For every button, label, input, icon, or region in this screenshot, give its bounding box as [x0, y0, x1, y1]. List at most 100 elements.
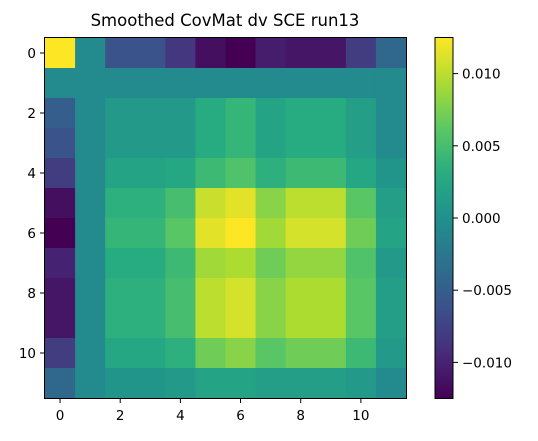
- heatmap-cell: [346, 158, 376, 188]
- heatmap-cell: [256, 308, 286, 338]
- heatmap-cell: [105, 158, 135, 188]
- heatmap-cell: [256, 128, 286, 158]
- heatmap-cell: [165, 278, 195, 308]
- heatmap-cell: [105, 188, 135, 218]
- heatmap-cell: [286, 248, 316, 278]
- heatmap-cell: [376, 158, 406, 188]
- heatmap-cell: [256, 218, 286, 248]
- y-tick-label: 6: [27, 226, 36, 242]
- heatmap-cell: [316, 368, 346, 398]
- heatmap-cell: [165, 128, 195, 158]
- heatmap-cell: [105, 128, 135, 158]
- colorbar-tick-label: 0.005: [462, 139, 501, 155]
- heatmap-cell: [316, 338, 346, 368]
- heatmap-cell: [45, 368, 75, 398]
- heatmap-cell: [376, 308, 406, 338]
- y-tick-label: 4: [27, 166, 36, 182]
- heatmap-cell: [256, 158, 286, 188]
- heatmap-cell: [226, 248, 256, 278]
- heatmap-cell: [316, 308, 346, 338]
- heatmap-cell: [346, 128, 376, 158]
- heatmap-cell: [135, 248, 165, 278]
- heatmap-cell: [45, 188, 75, 218]
- y-tick-label: 2: [27, 106, 36, 122]
- heatmap-cell: [316, 188, 346, 218]
- heatmap-cell: [286, 338, 316, 368]
- heatmap-cell: [45, 68, 75, 98]
- y-tick-label: 0: [27, 46, 36, 62]
- heatmap-cell: [256, 98, 286, 128]
- heatmap-cell: [226, 368, 256, 398]
- heatmap-cell: [45, 248, 75, 278]
- heatmap-cell: [165, 368, 195, 398]
- colorbar: [435, 38, 453, 399]
- heatmap-cell: [195, 98, 225, 128]
- heatmap-cell: [316, 38, 346, 68]
- heatmap-cell: [346, 248, 376, 278]
- x-tick-label: 4: [176, 408, 185, 424]
- heatmap-cell: [256, 338, 286, 368]
- heatmap-cell: [105, 38, 135, 68]
- heatmap-cell: [286, 308, 316, 338]
- heatmap-cell: [195, 38, 225, 68]
- heatmap-cell: [75, 98, 105, 128]
- heatmap-cell: [75, 338, 105, 368]
- y-tick-label: 10: [19, 346, 36, 362]
- heatmap-cell: [256, 68, 286, 98]
- heatmap-cell: [316, 98, 346, 128]
- heatmap-cell: [316, 68, 346, 98]
- heatmap-cell: [226, 98, 256, 128]
- heatmap-cell: [105, 278, 135, 308]
- heatmap-cell: [226, 338, 256, 368]
- heatmap-cell: [316, 128, 346, 158]
- colorbar-tick-label: 0.010: [462, 67, 501, 83]
- heatmap-cell: [75, 188, 105, 218]
- heatmap-cell: [45, 338, 75, 368]
- heatmap-cell: [256, 248, 286, 278]
- heatmap-cell: [376, 98, 406, 128]
- heatmap-cell: [346, 38, 376, 68]
- y-tick-label: 8: [27, 286, 36, 302]
- colorbar-tick-label: 0.000: [462, 211, 501, 227]
- heatmap-cell: [226, 308, 256, 338]
- colorbar-tick-label: −0.010: [462, 355, 512, 371]
- heatmap-cell: [75, 68, 105, 98]
- heatmap-cell: [376, 248, 406, 278]
- x-tick-label: 8: [296, 408, 305, 424]
- heatmap-cell: [195, 128, 225, 158]
- heatmap-cell: [195, 188, 225, 218]
- heatmap-cell: [105, 308, 135, 338]
- heatmap-cell: [376, 128, 406, 158]
- heatmap-cell: [346, 338, 376, 368]
- heatmap-cell: [75, 158, 105, 188]
- heatmap-cell: [256, 368, 286, 398]
- heatmap-cell: [346, 218, 376, 248]
- heatmap-cell: [256, 278, 286, 308]
- y-axis: 0 2 4 6 8 10: [19, 46, 45, 362]
- heatmap-cell: [346, 308, 376, 338]
- heatmap-cell: [286, 128, 316, 158]
- heatmap-cell: [226, 68, 256, 98]
- heatmap-cell: [135, 278, 165, 308]
- heatmap-cell: [286, 218, 316, 248]
- heatmap-cell: [135, 158, 165, 188]
- heatmap-cell: [346, 368, 376, 398]
- heatmap-cell: [75, 248, 105, 278]
- heatmap-cell: [376, 188, 406, 218]
- x-tick-label: 10: [352, 408, 369, 424]
- heatmap-cells: [45, 38, 406, 398]
- heatmap-cell: [165, 158, 195, 188]
- heatmap-cell: [165, 68, 195, 98]
- heatmap-cell: [376, 368, 406, 398]
- heatmap-cell: [105, 338, 135, 368]
- heatmap-cell: [195, 278, 225, 308]
- heatmap-cell: [135, 338, 165, 368]
- heatmap-cell: [346, 98, 376, 128]
- heatmap-cell: [45, 218, 75, 248]
- heatmap-cell: [105, 368, 135, 398]
- heatmap-cell: [75, 308, 105, 338]
- heatmap-cell: [376, 38, 406, 68]
- heatmap-cell: [286, 98, 316, 128]
- heatmap-cell: [165, 338, 195, 368]
